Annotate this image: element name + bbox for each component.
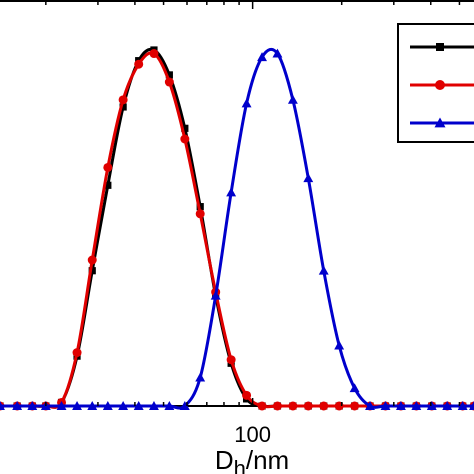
triangle-marker — [241, 98, 252, 108]
circle-marker — [134, 59, 144, 69]
triangle-marker — [411, 401, 422, 410]
triangle-marker — [195, 372, 206, 382]
triangle-marker — [469, 401, 474, 410]
triangle-marker — [133, 401, 144, 410]
square-marker — [119, 103, 127, 111]
triangle-marker — [87, 401, 98, 410]
x-axis-label-unit: /nm — [246, 445, 289, 474]
circle-marker — [303, 401, 313, 411]
triangle-marker — [56, 401, 67, 410]
triangle-marker — [179, 401, 190, 410]
legend-circle-marker — [435, 80, 445, 90]
triangle-marker — [395, 401, 406, 410]
triangle-marker — [118, 401, 129, 410]
x-axis-label-main: D — [215, 445, 234, 474]
x-axis-label-subscript: h — [234, 456, 246, 474]
legend — [397, 23, 474, 143]
x-tick-label: 100 — [234, 422, 271, 447]
triangle-marker — [210, 290, 221, 300]
x-axis-label: Dh/nm — [215, 445, 289, 474]
triangle-marker — [102, 401, 113, 410]
triangle-marker — [257, 52, 267, 62]
circle-marker — [164, 77, 174, 87]
circle-marker — [242, 390, 252, 400]
triangle-marker — [380, 401, 391, 410]
triangle-marker — [457, 401, 468, 410]
triangle-marker — [334, 340, 345, 350]
circle-marker — [272, 401, 282, 411]
square-marker — [88, 267, 96, 275]
legend-square-marker — [436, 43, 444, 51]
triangle-marker — [149, 401, 159, 410]
triangle-marker — [27, 401, 38, 410]
triangle-marker — [0, 401, 5, 410]
legend-triangle-marker — [434, 117, 446, 128]
triangle-marker — [365, 401, 375, 410]
circle-marker — [149, 49, 159, 59]
x-axis: 100 — [45, 1, 461, 447]
triangle-marker — [442, 401, 453, 410]
triangle-marker — [349, 383, 360, 393]
triangle-marker — [226, 187, 237, 197]
triangle-marker — [318, 265, 329, 275]
circle-marker — [118, 95, 128, 105]
square-marker — [181, 124, 189, 132]
circle-marker — [87, 255, 97, 265]
square-marker — [104, 181, 112, 189]
triangle-marker — [72, 401, 82, 410]
triangle-marker — [12, 401, 23, 410]
circle-marker — [288, 401, 298, 411]
triangle-marker — [303, 173, 314, 183]
circle-marker — [180, 134, 190, 144]
circle-marker — [195, 209, 205, 219]
circle-marker — [319, 401, 329, 411]
legend-entry — [410, 117, 474, 128]
circle-marker — [103, 162, 113, 172]
circle-marker — [257, 401, 267, 411]
triangle-marker — [426, 401, 437, 410]
series-line — [0, 47, 474, 410]
circle-marker — [72, 348, 82, 358]
circle-marker — [350, 401, 360, 411]
series-layer — [0, 46, 474, 411]
circle-marker — [226, 355, 236, 365]
legend-entry — [410, 80, 474, 90]
square-marker — [165, 71, 173, 79]
triangle-marker — [287, 94, 298, 104]
triangle-marker — [272, 48, 283, 58]
series-triangle — [0, 47, 474, 410]
triangle-marker — [164, 401, 175, 410]
legend-entry — [410, 43, 474, 51]
